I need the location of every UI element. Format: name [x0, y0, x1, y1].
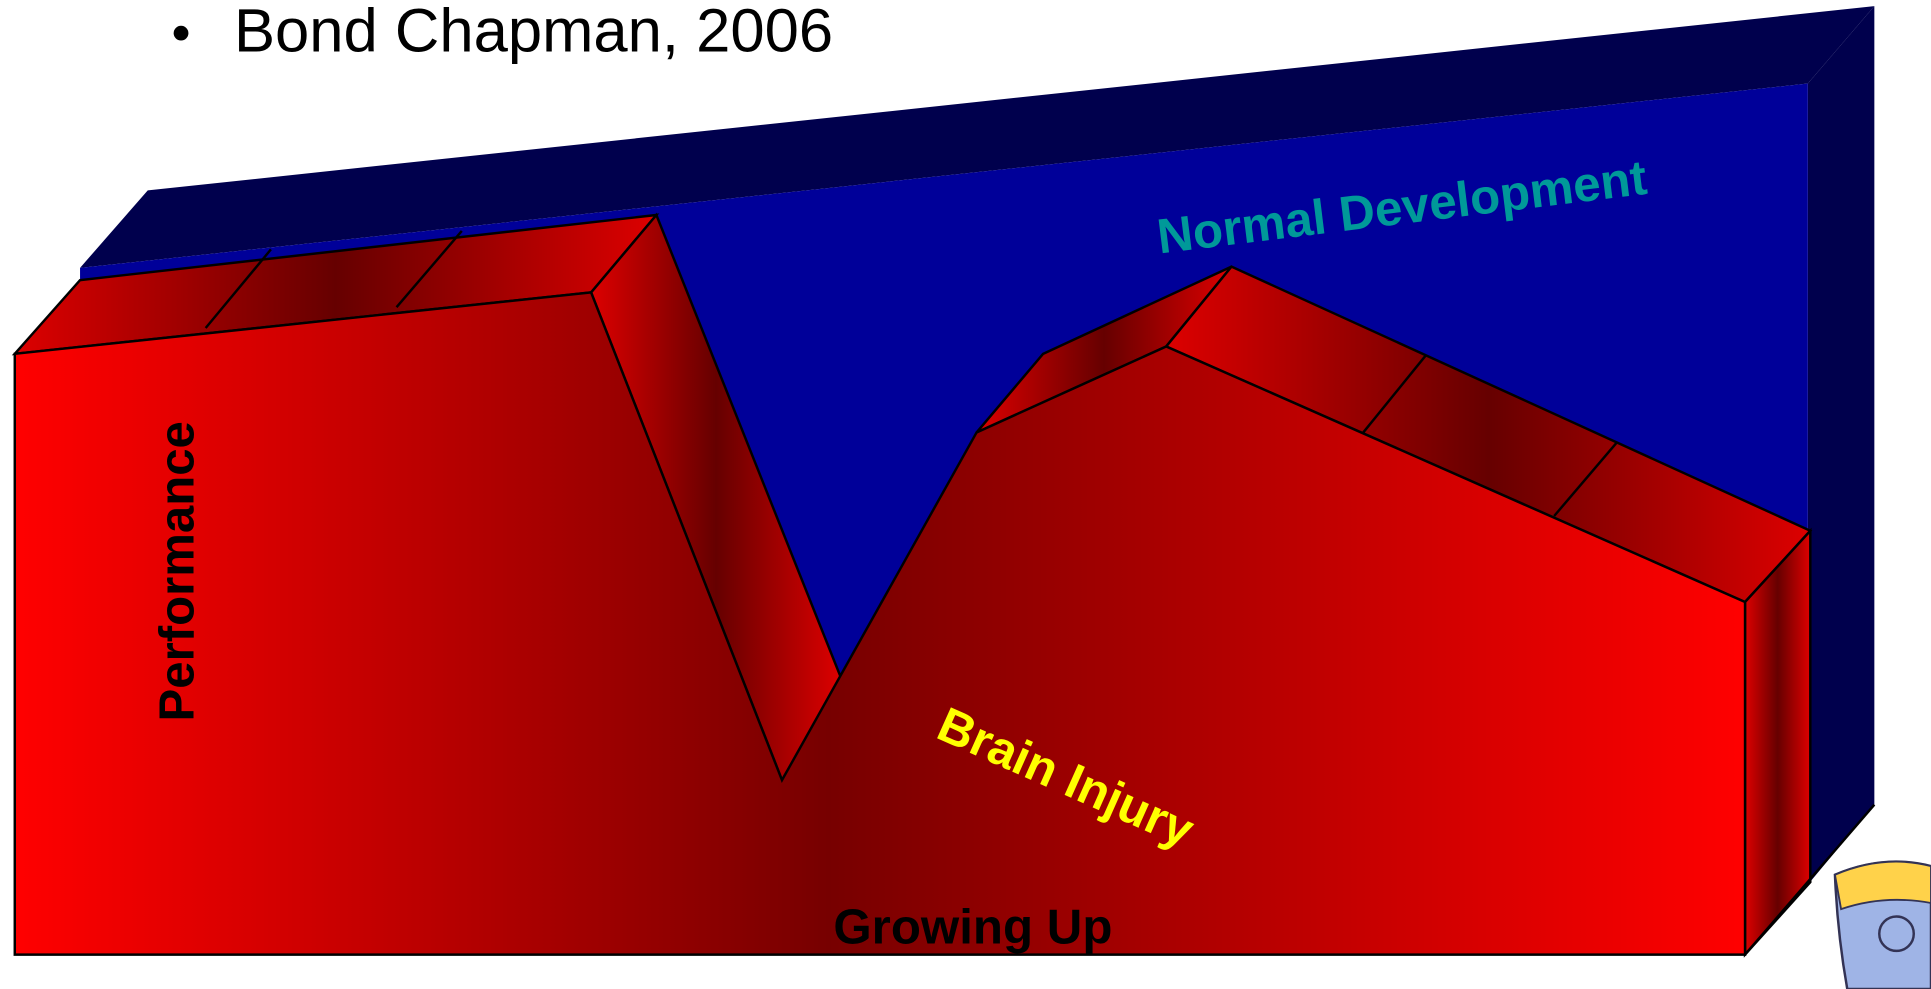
title: Bond Chapman, 2006 [234, 0, 833, 66]
page: Bond Chapman, 2006 Normal Development Br… [0, 0, 1931, 989]
diagram: Bond Chapman, 2006 Normal Development Br… [0, 0, 1931, 989]
x-axis-label: Growing Up [833, 900, 1112, 955]
bullet [174, 26, 189, 41]
y-axis-label: Performance [149, 421, 204, 721]
blue-side [1808, 6, 1875, 884]
logo [1835, 862, 1931, 989]
